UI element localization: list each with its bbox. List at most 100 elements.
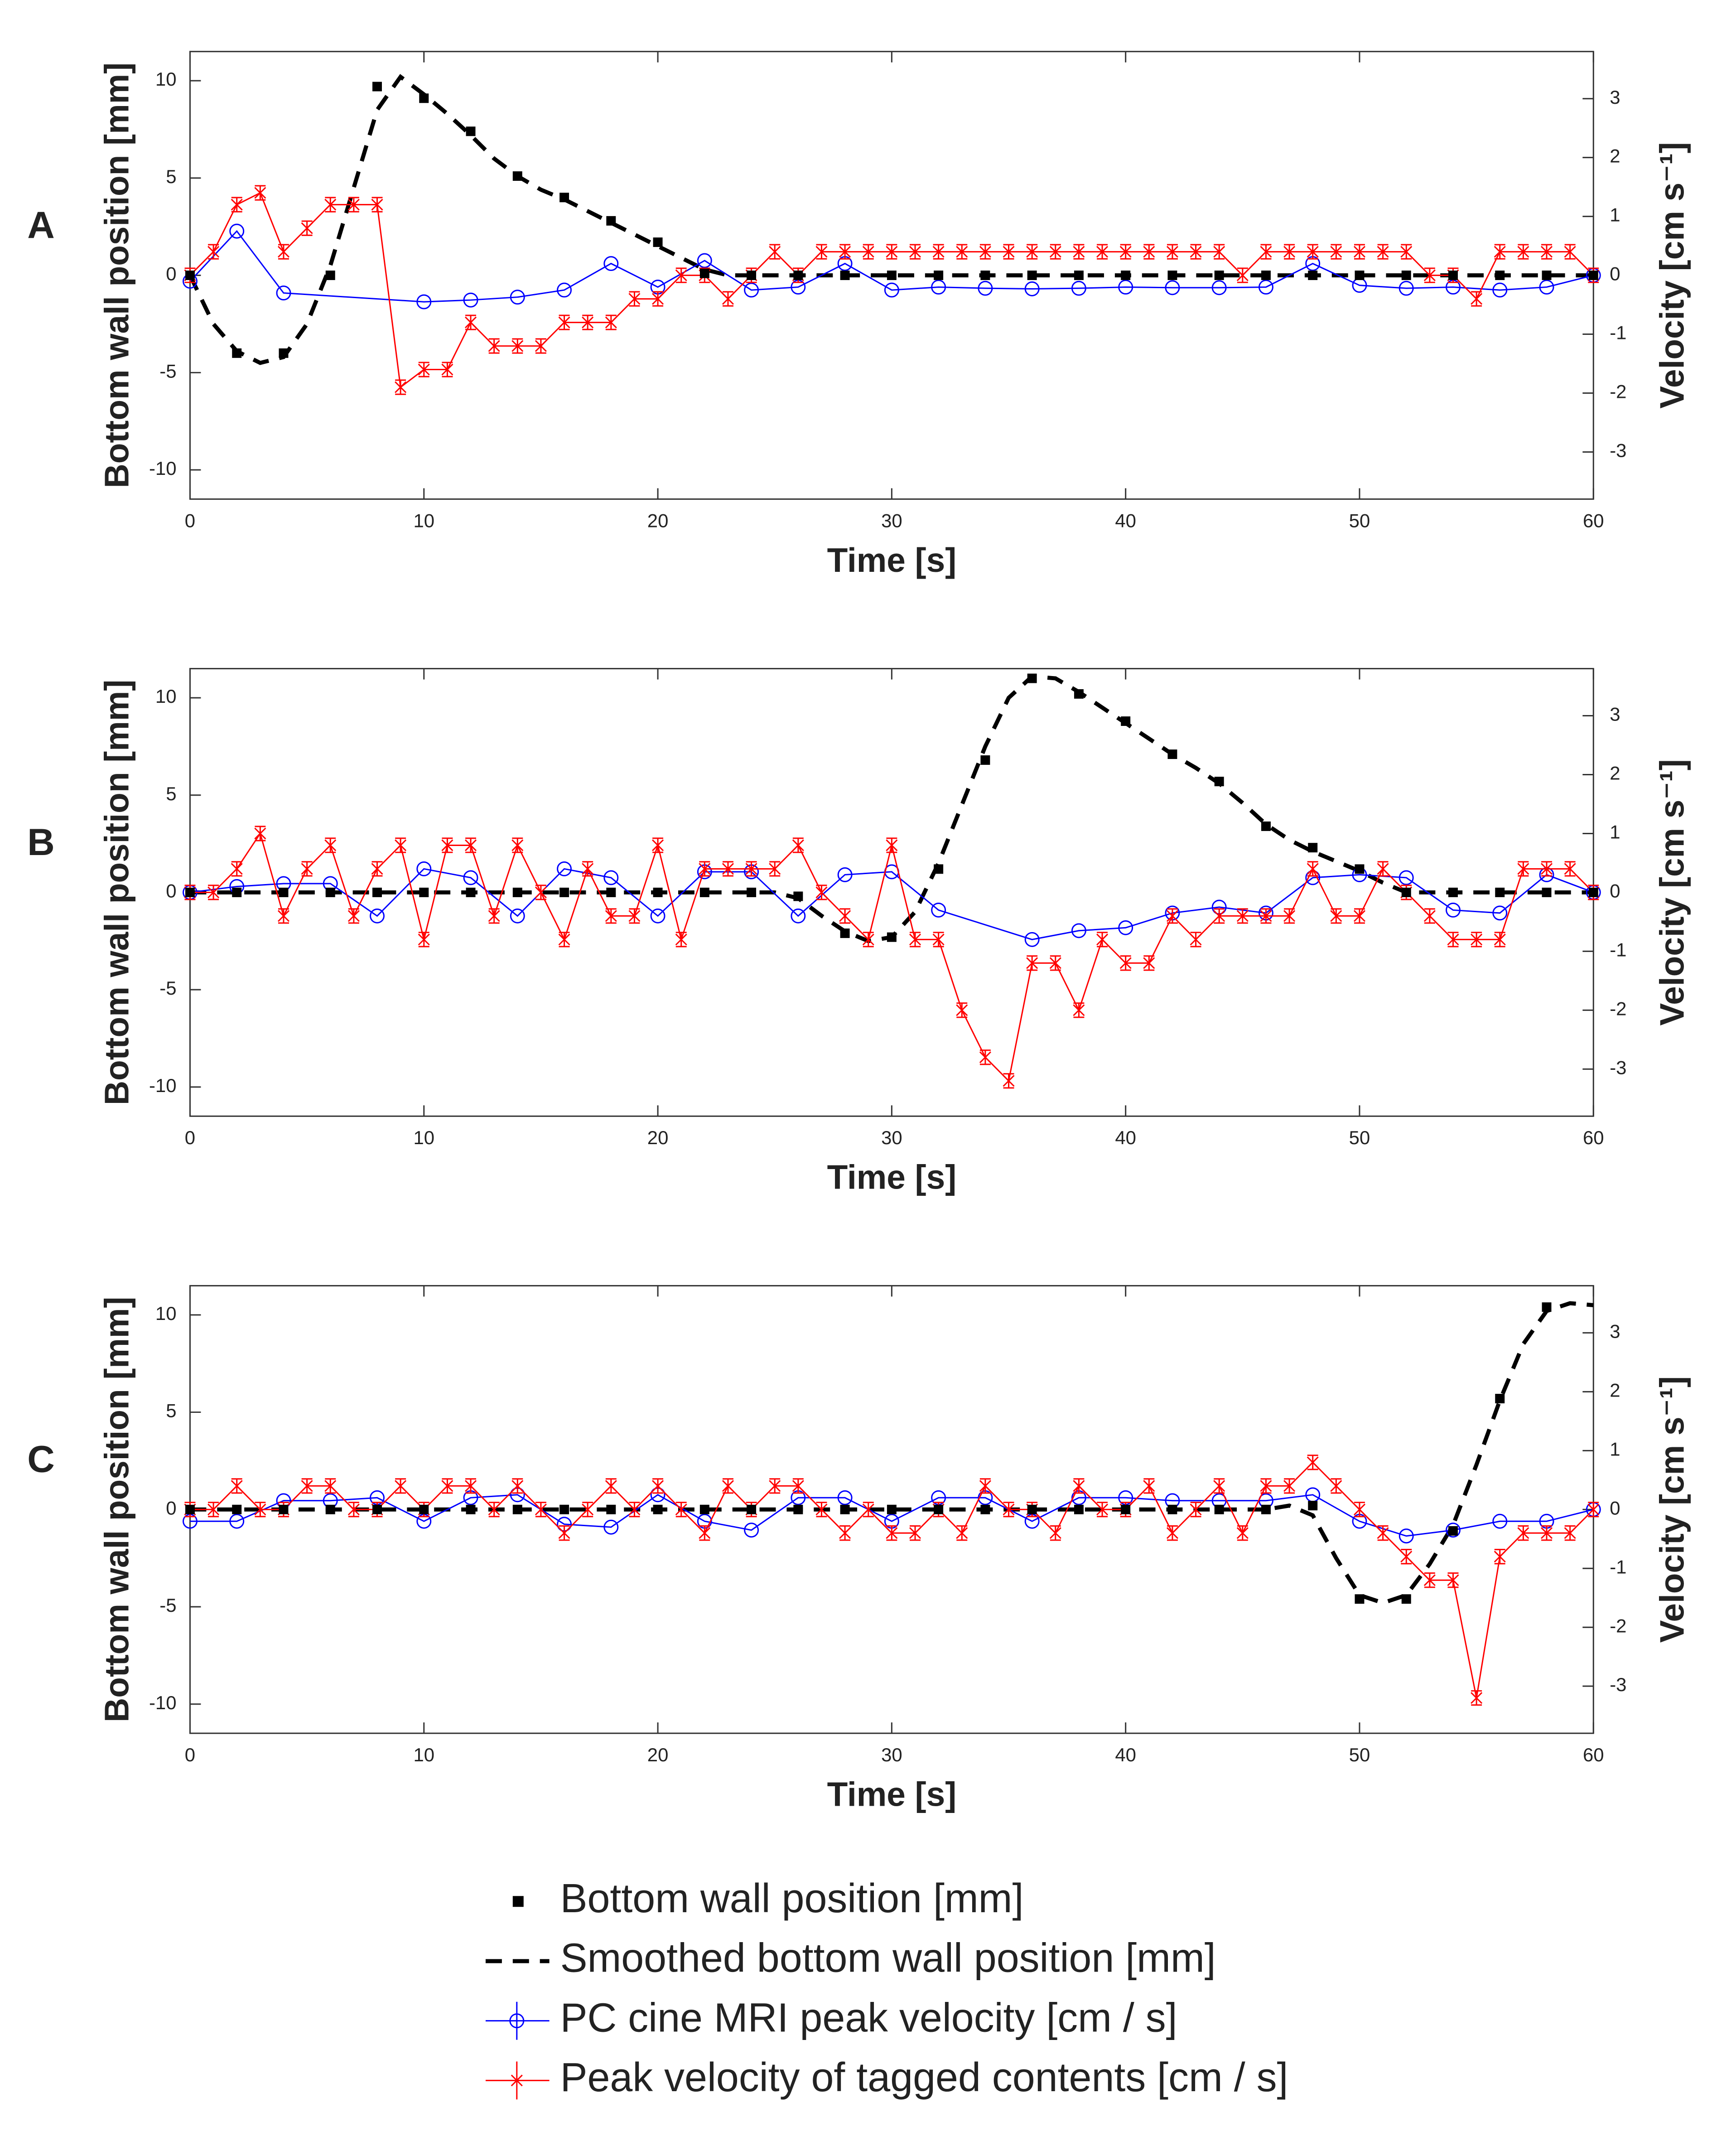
tagged-marker bbox=[324, 1480, 337, 1492]
position-marker bbox=[1448, 887, 1458, 897]
y-tick-label: 0 bbox=[166, 880, 176, 901]
legend-swatch bbox=[509, 2013, 525, 2029]
y2-tick-label: 2 bbox=[1610, 145, 1620, 167]
tagged-marker bbox=[1236, 910, 1249, 922]
y-axis-label: Bottom wall position [mm] bbox=[98, 680, 136, 1105]
velocity-marker bbox=[1398, 870, 1414, 885]
tagged-marker bbox=[628, 910, 641, 922]
tagged-marker bbox=[1307, 1456, 1319, 1469]
y2-tick-label: 3 bbox=[1610, 704, 1620, 725]
position-marker bbox=[1355, 271, 1365, 280]
tagged-marker bbox=[1564, 1527, 1576, 1539]
position-marker bbox=[372, 887, 382, 897]
tagged-marker bbox=[1400, 246, 1413, 258]
position-marker bbox=[1027, 271, 1037, 280]
velocity-marker bbox=[276, 285, 291, 301]
y-axis-label: Bottom wall position [mm] bbox=[98, 63, 136, 488]
smoothed-line bbox=[190, 674, 1594, 943]
position-marker bbox=[512, 171, 522, 181]
tagged-marker bbox=[815, 1503, 828, 1516]
tagged-marker bbox=[1119, 246, 1132, 258]
tagged-marker bbox=[652, 293, 664, 305]
velocity-marker bbox=[1446, 1523, 1461, 1538]
tagged-marker bbox=[1283, 1480, 1296, 1492]
velocity-marker bbox=[370, 908, 385, 923]
y2-tick-label: 2 bbox=[1610, 1379, 1620, 1401]
y2-tick-label: -2 bbox=[1610, 1615, 1626, 1636]
tagged-marker bbox=[231, 863, 243, 875]
x-tick-label: 50 bbox=[1349, 1744, 1370, 1765]
tagged-marker bbox=[886, 246, 898, 258]
tagged-marker bbox=[1143, 1480, 1155, 1492]
position-marker bbox=[793, 271, 803, 280]
tagged-marker bbox=[1049, 1527, 1061, 1539]
series-line bbox=[189, 230, 1594, 303]
x-tick-label: 60 bbox=[1583, 510, 1604, 531]
y-tick-label: 5 bbox=[166, 1400, 176, 1421]
tagged-marker bbox=[1236, 1527, 1249, 1539]
smoothed-line bbox=[188, 74, 1594, 365]
position-marker bbox=[279, 887, 289, 897]
tagged-marker bbox=[1260, 246, 1272, 258]
position-marker bbox=[1542, 1302, 1552, 1312]
y-axis-label: Bottom wall position [mm] bbox=[98, 1297, 136, 1722]
y2-tick-label: 1 bbox=[1610, 204, 1620, 226]
position-marker bbox=[1308, 271, 1318, 280]
x-tick-label: 20 bbox=[647, 1744, 669, 1765]
x-tick-label: 30 bbox=[881, 1127, 902, 1148]
position-marker bbox=[325, 271, 335, 280]
position-marker bbox=[980, 1504, 990, 1514]
position-marker bbox=[372, 82, 382, 92]
tagged-marker bbox=[465, 316, 477, 329]
tagged-marker bbox=[1540, 1527, 1553, 1539]
y2-axis-label: Velocity [cm s⁻¹] bbox=[1653, 142, 1691, 408]
tagged-marker bbox=[956, 246, 968, 258]
y2-tick-label: -1 bbox=[1610, 939, 1626, 960]
tagged-marker bbox=[301, 863, 313, 875]
legend-label: PC cine MRI peak velocity [cm / s] bbox=[560, 1995, 1177, 2040]
tagged-marker bbox=[1330, 1480, 1342, 1492]
tagged-marker bbox=[1003, 1075, 1015, 1087]
tagged-marker bbox=[277, 246, 290, 258]
position-marker bbox=[325, 1504, 335, 1514]
position-marker bbox=[185, 271, 195, 280]
position-marker bbox=[419, 93, 429, 103]
y-tick-label: 10 bbox=[155, 686, 177, 707]
tagged-marker bbox=[1353, 1503, 1366, 1516]
tagged-marker bbox=[1049, 957, 1061, 969]
tagged-marker bbox=[1166, 246, 1178, 258]
tagged-marker bbox=[511, 340, 524, 352]
legend-swatch bbox=[512, 1896, 524, 1907]
tagged-marker bbox=[395, 381, 407, 393]
y-tick-label: -5 bbox=[159, 977, 176, 999]
position-marker bbox=[1074, 271, 1084, 280]
tagged-marker bbox=[956, 1527, 968, 1539]
tagged-marker bbox=[1517, 863, 1529, 875]
tagged-marker bbox=[1003, 246, 1015, 258]
y-tick-label: 5 bbox=[166, 166, 176, 187]
tagged-marker bbox=[769, 1480, 781, 1492]
legend-label: Smoothed bottom wall position [mm] bbox=[560, 1936, 1216, 1981]
position-marker bbox=[232, 887, 242, 897]
tagged-marker bbox=[207, 246, 220, 258]
position-marker bbox=[512, 887, 522, 897]
tagged-marker bbox=[1517, 1527, 1529, 1539]
tagged-marker bbox=[699, 863, 711, 875]
velocity-marker bbox=[1071, 923, 1086, 938]
position-marker bbox=[699, 887, 709, 897]
velocity-marker bbox=[416, 861, 432, 876]
tagged-marker bbox=[1307, 863, 1319, 875]
position-marker bbox=[1027, 1504, 1037, 1514]
y-tick-label: -10 bbox=[149, 458, 177, 479]
position-marker bbox=[1167, 749, 1177, 759]
position-marker bbox=[980, 271, 990, 280]
tagged-marker bbox=[1564, 246, 1576, 258]
velocity-marker bbox=[463, 870, 478, 885]
tagged-marker bbox=[1330, 910, 1342, 922]
tagged-marker bbox=[1423, 269, 1436, 281]
position-marker bbox=[419, 887, 429, 897]
position-marker bbox=[185, 887, 195, 897]
tagged-marker bbox=[207, 1503, 220, 1516]
tagged-marker bbox=[1096, 246, 1109, 258]
